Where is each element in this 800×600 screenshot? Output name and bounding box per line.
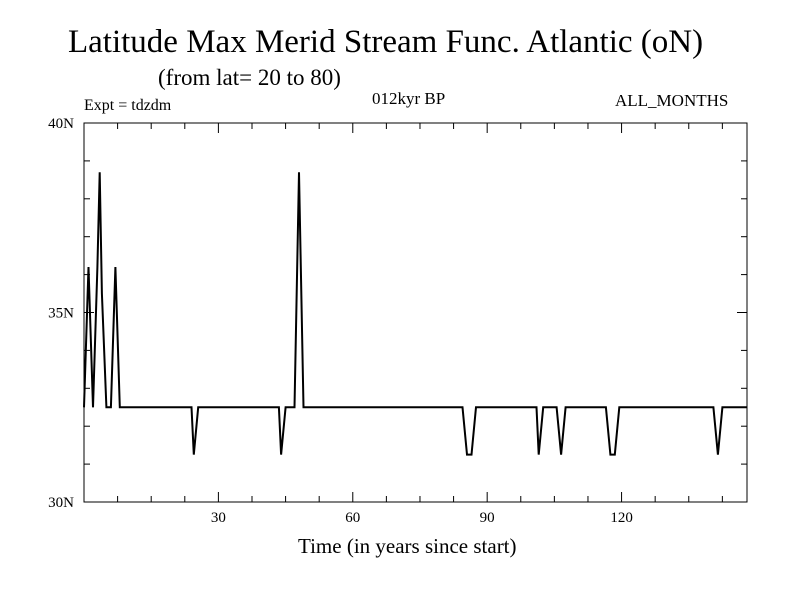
axis-ticks xyxy=(84,123,747,502)
x-tick-label: 30 xyxy=(211,510,226,526)
x-tick-label: 120 xyxy=(610,510,633,526)
x-axis-label: Time (in years since start) xyxy=(298,534,517,558)
period-label: 012kyr BP xyxy=(372,89,446,108)
y-tick-label: 35N xyxy=(48,306,74,322)
series-layer xyxy=(83,172,747,456)
plot-frame xyxy=(83,122,748,503)
y-tick-label: 40N xyxy=(48,116,74,132)
chart-subtitle: (from lat= 20 to 80) xyxy=(158,65,341,90)
tick-labels: 30 60 90 120 30N 35N 40N xyxy=(48,116,633,526)
months-label: ALL_MONTHS xyxy=(615,91,729,110)
experiment-label: Expt = tdzdm xyxy=(84,97,172,114)
x-tick-label: 90 xyxy=(480,510,495,526)
x-tick-label: 60 xyxy=(345,510,360,526)
series-line xyxy=(83,172,747,456)
axes xyxy=(83,122,748,503)
y-tick-label: 30N xyxy=(48,495,74,511)
chart-title: Latitude Max Merid Stream Func. Atlantic… xyxy=(68,24,704,60)
